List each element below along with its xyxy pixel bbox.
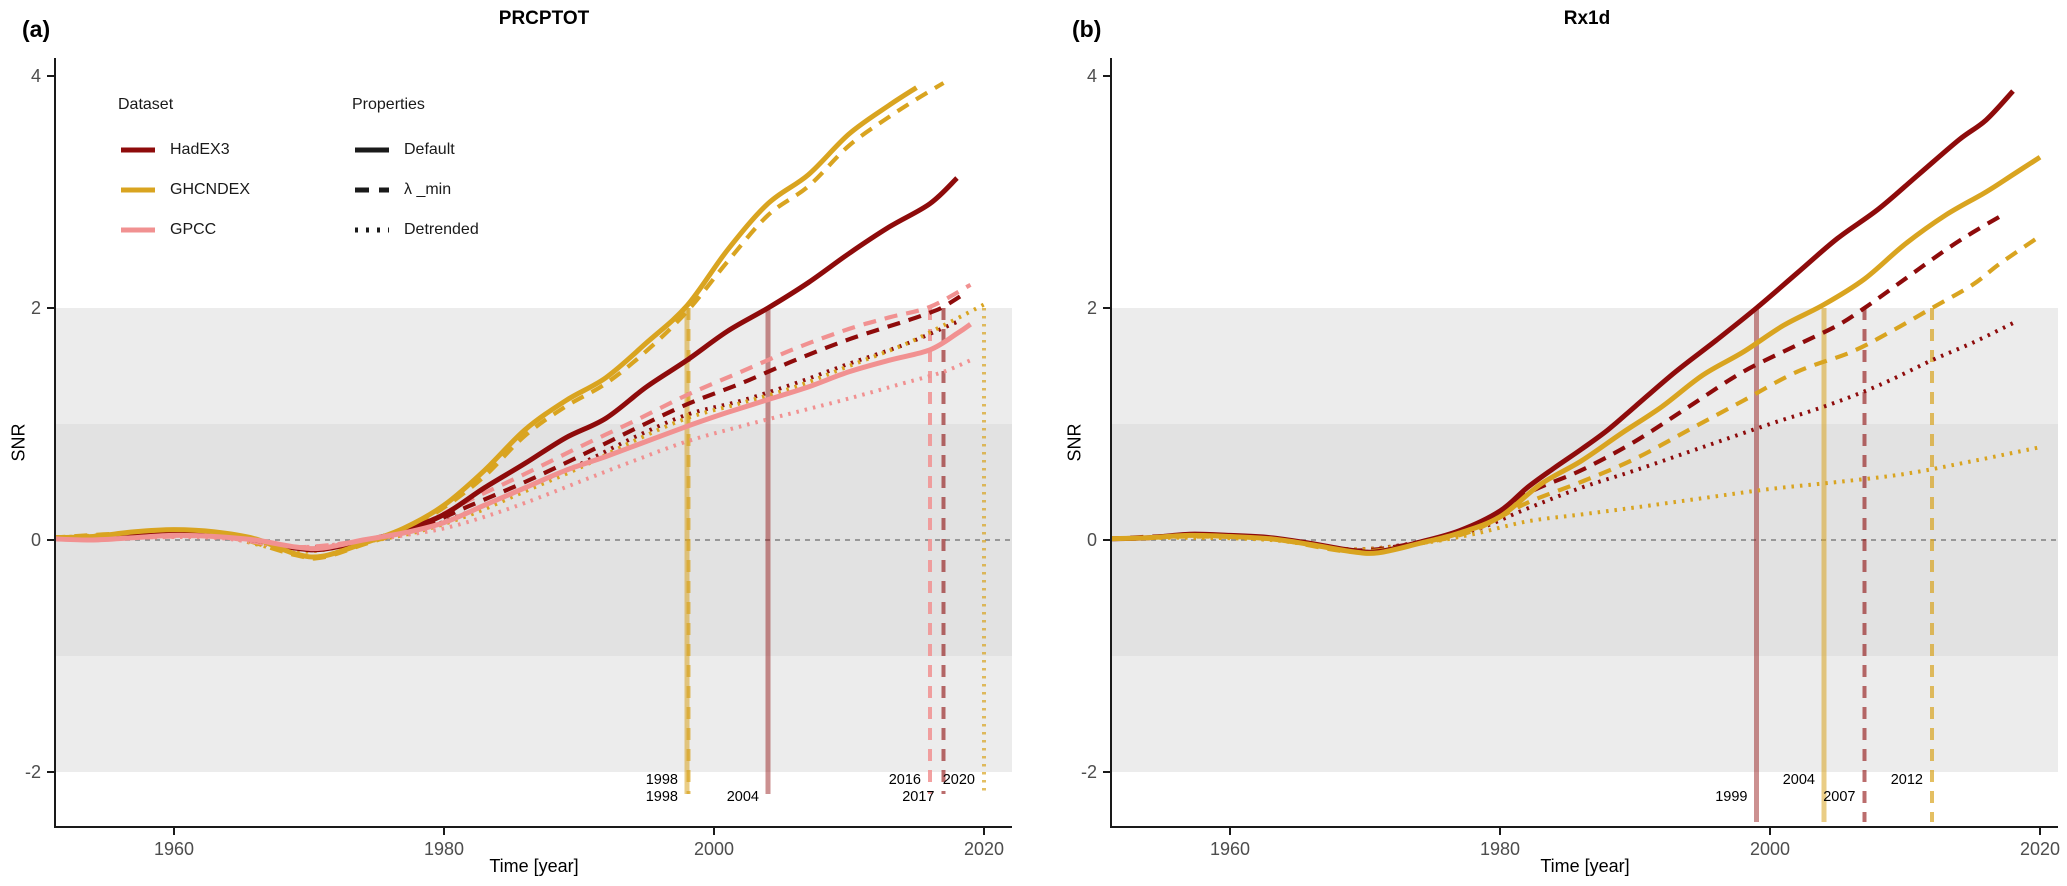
panel-a-y-axis-title: SNR bbox=[8, 423, 29, 462]
ghcndex-line-swatch-icon bbox=[121, 187, 155, 193]
panel-a-x-axis-title: Time [year] bbox=[489, 856, 579, 876]
curve-ghcndex-detrended bbox=[1111, 445, 2041, 552]
panel-a-tag: (a) bbox=[22, 16, 51, 42]
x-tick-label: 2000 bbox=[1750, 839, 1790, 859]
emergence-year-label-2020: 2020 bbox=[943, 772, 975, 788]
emergence-year-label-1998: 1998 bbox=[646, 772, 678, 788]
x-tick-label: 1960 bbox=[154, 839, 194, 859]
y-tick-label: -2 bbox=[1081, 762, 1097, 782]
solid-line-swatch-icon bbox=[355, 147, 389, 153]
legend-item-gpcc: GPCC bbox=[120, 220, 216, 240]
legend-item-hadex3: HadEX3 bbox=[120, 140, 230, 160]
gpcc-line-swatch-icon bbox=[121, 227, 155, 233]
panel-b-tag: (b) bbox=[1072, 16, 1102, 42]
curve-hadex3-detrended bbox=[1111, 321, 2014, 552]
curve-ghcndex-default bbox=[1111, 155, 2042, 556]
panel-b-title: Rx1d bbox=[1563, 8, 1611, 29]
plot-area-b bbox=[1111, 89, 2058, 822]
dashed-line-swatch-icon bbox=[355, 187, 389, 193]
emergence-year-label-2004: 2004 bbox=[1783, 772, 1815, 788]
panel-b-x-axis-title: Time [year] bbox=[1540, 856, 1630, 876]
legend-item-lambda-min: λ _min bbox=[354, 180, 451, 200]
plot-area-a bbox=[55, 81, 1012, 794]
legend-item-label: λ _min bbox=[404, 181, 452, 198]
legend-item-default: Default bbox=[354, 140, 455, 160]
x-tick-label: 2020 bbox=[2020, 839, 2060, 859]
x-tick-label: 1980 bbox=[424, 839, 464, 859]
x-tick-label: 2020 bbox=[964, 839, 1004, 859]
legend-dataset-title: Dataset bbox=[118, 96, 174, 113]
dotted-line-swatch-icon bbox=[355, 227, 389, 233]
y-tick-label: 0 bbox=[1087, 530, 1097, 550]
panel-a-title: PRCPTOT bbox=[498, 8, 590, 29]
x-tick-label: 1960 bbox=[1210, 839, 1250, 859]
x-tick-label: 1980 bbox=[1480, 839, 1520, 859]
legend-item-detrended: Detrended bbox=[354, 220, 479, 240]
legend-properties-title: Properties bbox=[352, 96, 425, 113]
y-tick-label: 2 bbox=[1087, 298, 1097, 318]
legend-item-ghcndex: GHCNDEX bbox=[120, 180, 250, 200]
x-tick-label: 2000 bbox=[694, 839, 734, 859]
y-tick-label: 2 bbox=[31, 298, 41, 318]
emergence-year-label-1998: 1998 bbox=[646, 789, 678, 805]
legend-item-label: Default bbox=[404, 141, 455, 158]
emergence-year-label-2007: 2007 bbox=[1823, 789, 1855, 805]
legend-item-label: HadEX3 bbox=[170, 141, 230, 158]
y-tick-label: 4 bbox=[31, 66, 41, 86]
y-tick-label: 0 bbox=[31, 530, 41, 550]
emergence-year-label-2017: 2017 bbox=[902, 789, 934, 805]
curve-gpcc-default bbox=[55, 322, 972, 552]
emergence-year-label-2016: 2016 bbox=[889, 772, 921, 788]
emergence-year-label-2012: 2012 bbox=[1891, 772, 1923, 788]
hadex3-line-swatch-icon bbox=[121, 147, 155, 153]
snr-band--1-1 bbox=[55, 424, 1012, 656]
legend-item-label: GPCC bbox=[170, 221, 217, 238]
y-tick-label: 4 bbox=[1087, 66, 1097, 86]
emergence-year-label-1999: 1999 bbox=[1715, 789, 1747, 805]
y-tick-label: -2 bbox=[25, 762, 41, 782]
emergence-year-label-2004: 2004 bbox=[727, 789, 759, 805]
panel-b-y-axis-title: SNR bbox=[1064, 423, 1085, 462]
legend-item-label: Detrended bbox=[404, 221, 479, 238]
curve-ghcndex-default bbox=[55, 85, 918, 560]
legend-item-label: GHCNDEX bbox=[170, 181, 251, 198]
